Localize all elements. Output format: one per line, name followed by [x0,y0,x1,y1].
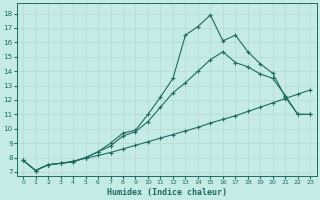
X-axis label: Humidex (Indice chaleur): Humidex (Indice chaleur) [107,188,227,197]
